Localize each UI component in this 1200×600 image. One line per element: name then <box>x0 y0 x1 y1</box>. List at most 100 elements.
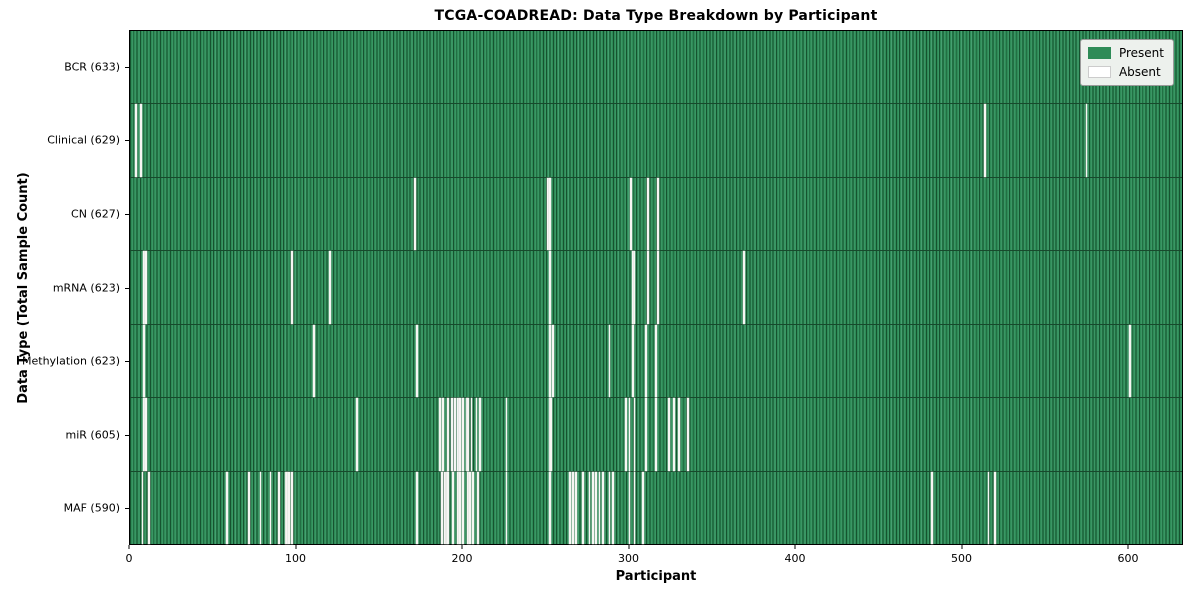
absent-stripe <box>608 324 611 398</box>
absent-stripe <box>465 398 468 471</box>
chart-title: TCGA-COADREAD: Data Type Breakdown by Pa… <box>434 8 878 24</box>
y-tick-mark <box>125 361 129 363</box>
absent-stripe <box>931 471 933 544</box>
rows-container <box>130 31 1182 544</box>
absent-stripe <box>444 471 446 544</box>
absent-stripe <box>656 177 659 251</box>
absent-stripe <box>291 251 293 324</box>
y-tick-mark <box>125 140 129 142</box>
absent-stripe <box>673 398 676 471</box>
absent-stripe <box>548 471 551 544</box>
absent-stripe <box>469 471 471 544</box>
x-axis-ticks: 0 100 200 300 400 500 600 <box>125 545 1183 575</box>
datatype-row-miR <box>130 398 1182 472</box>
absent-stripe <box>641 471 644 544</box>
absent-stripe <box>628 398 631 471</box>
x-tick-label: 100 <box>285 552 306 565</box>
absent-stripe <box>462 471 465 544</box>
absent-stripe <box>447 471 450 544</box>
absent-stripe <box>655 398 657 471</box>
absent-stripe <box>743 251 746 324</box>
absent-stripe <box>467 398 470 471</box>
absent-stripe <box>646 251 649 324</box>
absent-stripe <box>459 471 461 544</box>
absent-stripe <box>445 471 448 544</box>
x-tick-mark <box>461 545 463 549</box>
absent-stripe <box>450 398 453 471</box>
legend-item-absent: Absent <box>1087 65 1164 79</box>
absent-stripe <box>608 471 611 544</box>
absent-stripe <box>987 471 990 544</box>
absent-stripe <box>655 324 657 398</box>
absent-stripe <box>472 471 475 544</box>
y-tick-mark <box>125 213 129 215</box>
absent-stripe <box>645 398 647 471</box>
y-tick-label: Methylation (623) <box>22 354 120 368</box>
absent-stripe <box>143 251 146 324</box>
absent-stripe <box>548 251 551 324</box>
y-tick-label: Clinical (629) <box>47 133 120 147</box>
x-tick-label: 500 <box>951 552 973 565</box>
datatype-row-BCR <box>130 31 1182 105</box>
x-tick-mark <box>295 545 296 549</box>
absent-stripe <box>668 398 671 471</box>
datatype-row-mRNA <box>130 251 1182 325</box>
absent-stripe <box>291 471 293 544</box>
datatype-row-CN <box>130 177 1182 252</box>
absent-stripe <box>143 324 146 398</box>
absent-stripe <box>479 398 481 471</box>
absent-stripe <box>447 398 450 471</box>
absent-stripe <box>633 398 636 471</box>
legend-label-present: Present <box>1118 46 1164 60</box>
absent-stripe <box>452 471 455 544</box>
absent-stripe <box>994 471 996 544</box>
datatype-row-Clinical <box>130 104 1182 178</box>
absent-stripe <box>552 324 554 398</box>
x-axis-label: Participant <box>615 569 697 584</box>
absent-stripe <box>148 471 151 544</box>
absent-stripe <box>467 471 470 544</box>
absent-stripe <box>630 177 633 251</box>
absent-stripe <box>568 471 571 544</box>
absent-stripe <box>454 398 456 471</box>
absent-stripe <box>284 471 287 544</box>
absent-stripe <box>582 471 584 544</box>
absent-stripe <box>550 398 553 471</box>
absent-stripe <box>415 324 418 398</box>
absent-stripe <box>269 471 272 544</box>
x-tick-mark <box>961 545 963 549</box>
y-tick-mark <box>125 287 129 289</box>
absent-stripe <box>628 471 631 544</box>
y-tick-mark <box>125 434 129 436</box>
y-tick-label: CN (627) <box>71 207 120 221</box>
absent-stripe <box>144 251 147 324</box>
present-swatch-icon <box>1087 47 1111 59</box>
absent-stripe <box>414 177 416 251</box>
datatype-row-Methylation <box>130 324 1182 399</box>
absent-stripe <box>457 471 460 544</box>
absent-stripe <box>633 251 636 324</box>
absent-stripe <box>686 398 689 471</box>
absent-stripe <box>548 324 551 398</box>
absent-stripe <box>505 398 508 471</box>
absent-stripe <box>143 398 146 471</box>
absent-stripe <box>470 398 473 471</box>
y-axis-ticks: BCR (633) Clinical (629) CN (627) mRNA (623… <box>0 30 129 545</box>
x-tick-mark <box>628 545 630 549</box>
absent-stripe <box>631 324 634 398</box>
absent-stripe <box>572 471 574 544</box>
x-tick-label: 400 <box>784 552 806 565</box>
y-tick-label: miR (605) <box>65 428 121 442</box>
y-tick-label: MAF (590) <box>63 501 120 515</box>
absent-stripe <box>462 398 465 471</box>
absent-stripe <box>457 398 460 471</box>
absent-stripe <box>984 104 987 177</box>
absent-stripe <box>1128 324 1131 398</box>
absent-stripe <box>415 471 418 544</box>
absent-stripe <box>548 177 551 251</box>
x-tick-label: 0 <box>125 552 133 565</box>
absent-stripe <box>547 177 549 251</box>
x-tick-label: 600 <box>1117 552 1139 565</box>
absent-stripe <box>678 398 681 471</box>
absent-stripe <box>592 471 594 544</box>
